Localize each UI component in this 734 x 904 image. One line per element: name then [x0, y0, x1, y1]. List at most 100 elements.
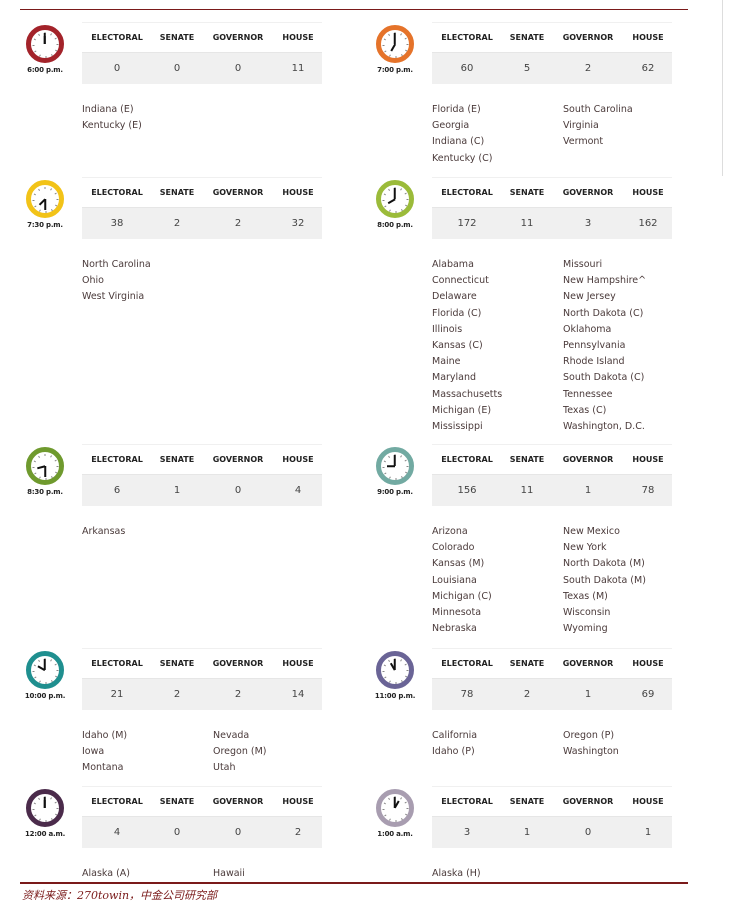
clock-tick [38, 659, 40, 662]
states-column: Nevada Oregon (M) Utah [213, 728, 267, 777]
clock-tick [38, 33, 40, 36]
clock-tick [404, 37, 407, 40]
states-column: California Idaho (P) [432, 728, 477, 760]
state-item: Washington, D.C. [563, 421, 645, 433]
clock-tick [395, 56, 397, 58]
header-senate: SENATE [159, 797, 195, 806]
table-header: ELECTORAL SENATE GOVERNOR HOUSE [82, 787, 322, 817]
header-senate: SENATE [509, 33, 545, 42]
clock-tick [54, 37, 57, 40]
state-item: Hawaii [213, 868, 245, 879]
state-item: Minnesota [432, 607, 482, 619]
clock-tick [39, 209, 41, 212]
table-header: ELECTORAL SENATE GOVERNOR HOUSE [82, 23, 322, 53]
clock-tick [34, 676, 37, 679]
clock-icon [26, 651, 64, 689]
clock-tick [389, 818, 391, 821]
state-item: Iowa [82, 746, 105, 758]
header-electoral: ELECTORAL [91, 33, 143, 42]
clock-tick [388, 33, 390, 36]
clock-tick [405, 813, 408, 816]
clock-tick [382, 200, 385, 201]
minute-hand [44, 199, 46, 210]
clock-tick [50, 455, 52, 458]
minute-hand [44, 797, 46, 808]
clock-icon [376, 25, 414, 63]
state-item: South Dakota (M) [563, 574, 646, 586]
state-item: Nevada [213, 730, 250, 741]
clock-tick [55, 675, 58, 678]
clock-tick [406, 44, 409, 45]
clock-tick [51, 818, 53, 821]
clock-tick [50, 797, 52, 800]
value-senate: 5 [523, 63, 531, 74]
state-item: Indiana (C) [432, 136, 485, 148]
table-header: ELECTORAL SENATE GOVERNOR HOUSE [82, 178, 322, 208]
clock-tick [33, 38, 36, 41]
table-header: ELECTORAL SENATE GOVERNOR HOUSE [432, 178, 672, 208]
minute-hand [44, 466, 46, 477]
state-item: Nebraska [432, 623, 477, 635]
table-header: ELECTORAL SENATE GOVERNOR HOUSE [432, 649, 672, 679]
value-senate: 2 [173, 689, 181, 700]
clock-tick [389, 476, 391, 479]
state-item: Tennessee [563, 388, 613, 400]
header-senate: SENATE [159, 455, 195, 464]
state-item: Louisiana [432, 574, 477, 586]
value-house: 69 [641, 689, 655, 700]
value-senate: 0 [173, 827, 181, 838]
value-senate: 1 [173, 485, 181, 496]
state-item: Oregon (M) [213, 746, 267, 758]
clock-tick [50, 659, 52, 662]
clock-tick [45, 56, 47, 58]
clock-tick [38, 797, 40, 800]
clock-tick [56, 670, 59, 671]
time-label: 6:00 p.m. [27, 66, 63, 74]
table-values-row: 3 1 0 1 [432, 817, 672, 848]
clock-tick [55, 813, 58, 816]
table-values-row: 156 11 1 78 [432, 475, 672, 506]
value-governor: 0 [234, 827, 242, 838]
clock-tick [406, 670, 409, 671]
clock-tick [34, 50, 37, 53]
states-column: Alaska (H) [432, 866, 481, 882]
state-item: California [432, 730, 478, 741]
results-table: ELECTORAL SENATE GOVERNOR HOUSE 156 11 1 78 [432, 444, 672, 506]
clock-icon [26, 180, 64, 218]
clock-tick [32, 809, 35, 810]
clock-tick [382, 671, 385, 672]
state-item: Texas (C) [563, 404, 607, 416]
clock-tick [400, 455, 402, 458]
header-electoral: ELECTORAL [91, 797, 143, 806]
header-house: HOUSE [282, 33, 314, 42]
results-table: ELECTORAL SENATE GOVERNOR HOUSE 172 11 3 162 [432, 177, 672, 239]
clock-tick [388, 188, 390, 191]
clock-tick [384, 676, 387, 679]
value-electoral: 60 [460, 63, 474, 74]
state-item: Illinois [432, 323, 463, 335]
header-electoral: ELECTORAL [441, 455, 493, 464]
clock-tick [39, 818, 41, 821]
state-item: Alaska (H) [432, 868, 481, 879]
states-column: Alaska (A) [82, 866, 130, 882]
value-electoral: 3 [463, 827, 471, 838]
table-values-row: 4 0 0 2 [82, 817, 322, 848]
value-house: 78 [641, 485, 655, 496]
state-item: Missouri [563, 259, 603, 270]
value-governor: 0 [234, 485, 242, 496]
header-electoral: ELECTORAL [91, 659, 143, 668]
clock-tick [383, 802, 386, 805]
clock-tick [400, 188, 402, 191]
state-item: Maryland [432, 372, 477, 384]
hour-hand [390, 43, 396, 52]
header-house: HOUSE [632, 33, 664, 42]
clock-icon [376, 447, 414, 485]
clock-tick [51, 680, 53, 683]
clock-tick [45, 211, 47, 213]
value-house: 4 [294, 485, 302, 496]
clock-icon [26, 789, 64, 827]
clock-tick [38, 455, 40, 458]
value-electoral: 78 [460, 689, 474, 700]
table-values-row: 78 2 1 69 [432, 679, 672, 710]
table-header: ELECTORAL SENATE GOVERNOR HOUSE [432, 23, 672, 53]
